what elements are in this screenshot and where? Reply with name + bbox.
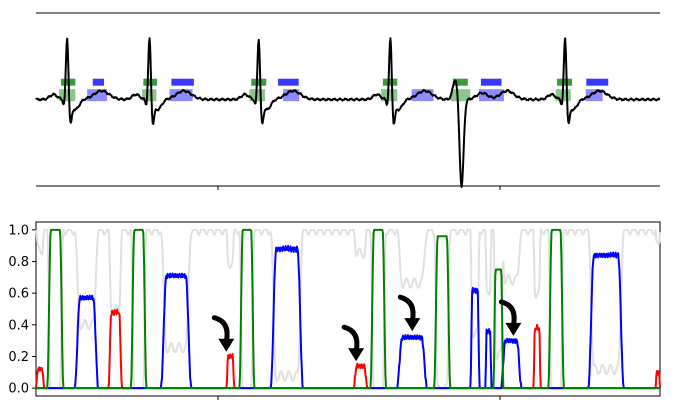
annotation-arrow-shaft	[341, 324, 360, 354]
segment-marker-upper-blue	[278, 78, 299, 86]
segment-marker-lower-green	[450, 89, 471, 102]
series-background-line	[35, 228, 661, 390]
segment-marker-upper-green	[557, 78, 573, 86]
axes-frame	[35, 221, 661, 397]
y-tick-label: 0.6	[8, 287, 29, 302]
annotation-arrow-shaft	[397, 294, 416, 324]
annotation-arrow-shaft	[211, 315, 230, 345]
ecg-signal-line	[35, 37, 661, 188]
probability-series	[35, 228, 661, 390]
segment-marker-upper-green	[452, 78, 468, 86]
annotation-arrow-head	[348, 348, 365, 362]
annotation-arrow-head	[404, 318, 421, 332]
segment-marker-upper-green	[382, 78, 398, 86]
segment-marker-upper-blue	[480, 78, 502, 86]
segment-markers	[59, 78, 609, 102]
segment-marker-upper-blue	[171, 78, 194, 86]
segment-marker-upper-blue	[92, 78, 105, 86]
series-green-line	[35, 228, 661, 390]
segment-marker-lower-blue	[283, 89, 300, 102]
segment-marker-lower-green	[59, 89, 76, 102]
segment-marker-upper-green	[251, 78, 267, 86]
annotation-arrow-head	[505, 322, 522, 336]
y-tick-label: 0.8	[8, 255, 29, 270]
series-red-line	[35, 308, 661, 390]
ecg-panel	[35, 12, 661, 190]
probability-panel: 0.0 0.2 0.4 0.6 0.8 1.0	[8, 221, 661, 400]
annotation-arrows	[211, 294, 522, 362]
y-tick-label: 1.0	[8, 223, 29, 238]
annotation-arrow-shaft	[498, 299, 517, 329]
y-tick-label: 0.2	[8, 350, 29, 365]
y-axis: 0.0 0.2 0.4 0.6 0.8 1.0	[8, 223, 36, 397]
series-blue-line	[35, 244, 661, 390]
segment-marker-upper-blue	[586, 78, 609, 86]
y-tick-label: 0.0	[8, 382, 29, 397]
segment-marker-lower-blue	[585, 89, 603, 102]
y-tick-label: 0.4	[8, 318, 29, 333]
segment-marker-lower-green	[142, 89, 157, 102]
annotation-arrow-head	[218, 338, 235, 352]
